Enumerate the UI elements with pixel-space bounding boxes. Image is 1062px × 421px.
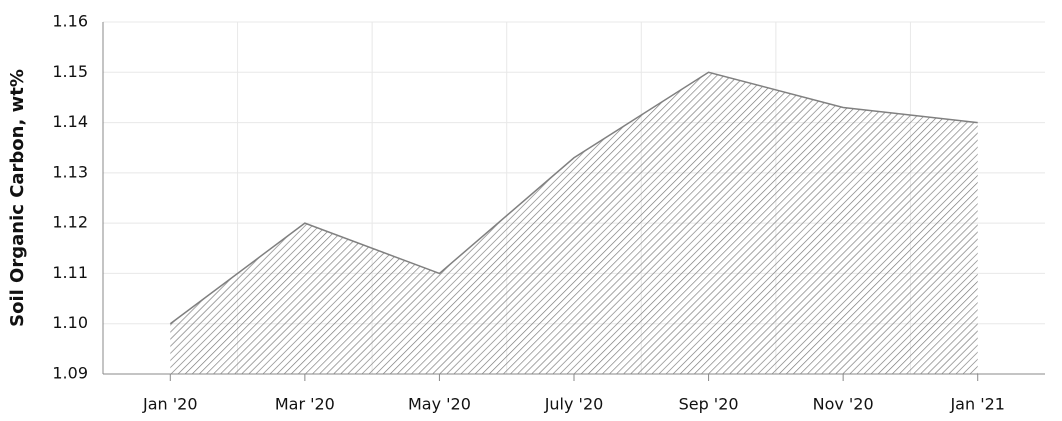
- x-tick-label: Sep '20: [679, 395, 739, 414]
- area-fill: [170, 72, 978, 375]
- x-tick-label: Jan '21: [949, 395, 1005, 414]
- y-tick-label: 1.12: [52, 213, 88, 232]
- area-line: [169, 71, 978, 325]
- x-tick-label: Mar '20: [275, 395, 335, 414]
- y-tick-label: 1.16: [52, 12, 88, 31]
- y-tick-label: 1.11: [52, 263, 88, 282]
- x-tick-label: May '20: [408, 395, 471, 414]
- y-tick-label: 1.13: [52, 162, 88, 181]
- x-tick-label: July '20: [544, 395, 604, 414]
- y-axis-title: Soil Organic Carbon, wt%: [7, 69, 28, 327]
- x-tick-label: Nov '20: [813, 395, 874, 414]
- y-tick-label: 1.10: [52, 313, 88, 332]
- y-tick-label: 1.15: [52, 62, 88, 81]
- y-tick-label: 1.09: [52, 364, 88, 383]
- y-tick-label: 1.14: [52, 112, 88, 131]
- x-tick-label: Jan '20: [142, 395, 198, 414]
